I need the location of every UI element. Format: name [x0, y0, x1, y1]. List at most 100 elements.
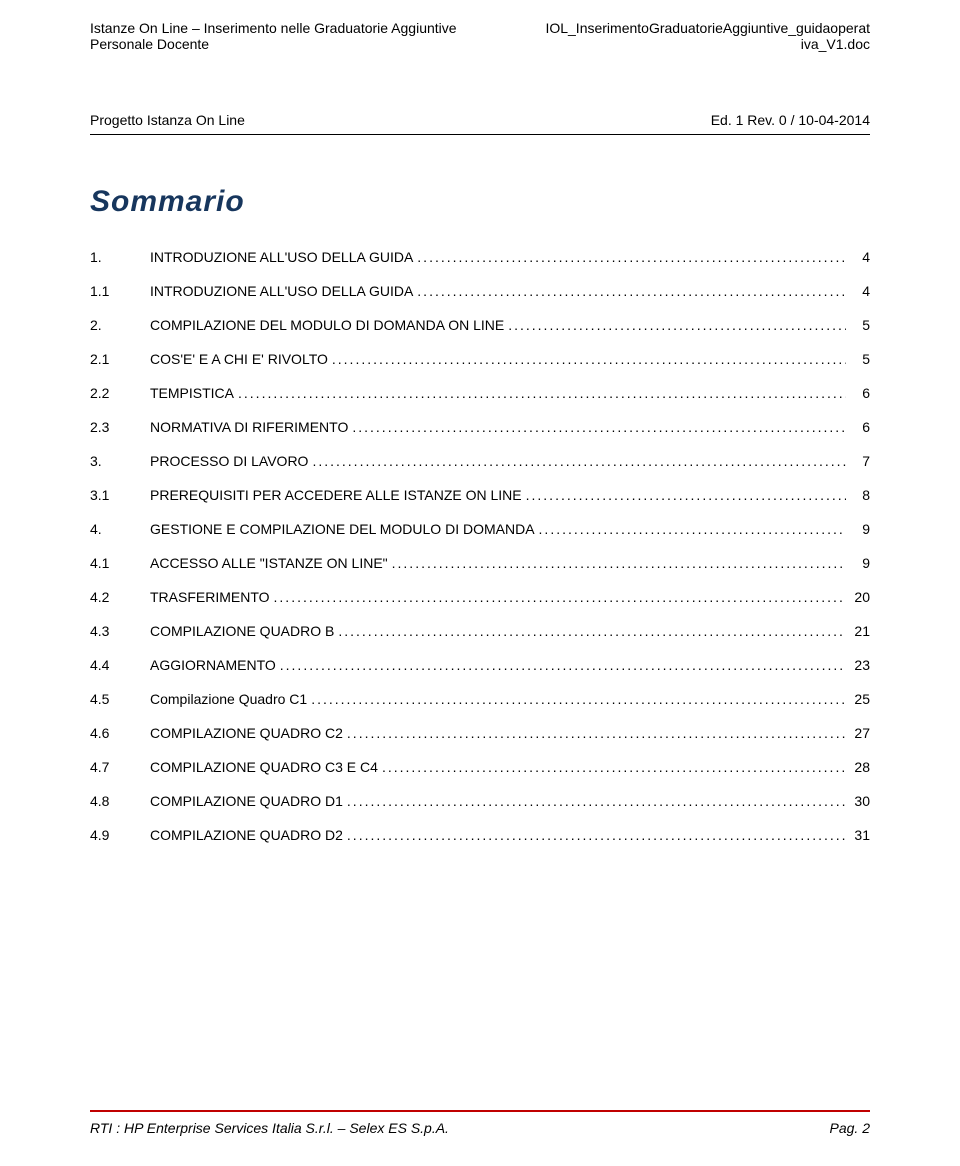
- toc-entry: 3.1PREREQUISITI PER ACCEDERE ALLE ISTANZ…: [90, 487, 870, 503]
- toc-page: 21: [850, 623, 870, 639]
- toc-label: TEMPISTICA: [150, 385, 234, 401]
- toc-page: 23: [850, 657, 870, 673]
- toc-entry: 1.INTRODUZIONE ALL'USO DELLA GUIDA 4: [90, 249, 870, 265]
- toc-number: 3.1: [90, 487, 150, 503]
- toc-page: 27: [850, 725, 870, 741]
- toc-label: NORMATIVA DI RIFERIMENTO: [150, 419, 348, 435]
- toc-page: 30: [850, 793, 870, 809]
- document-footer: RTI : HP Enterprise Services Italia S.r.…: [90, 1110, 870, 1136]
- toc-dots: [508, 317, 846, 333]
- project-row: Progetto Istanza On Line Ed. 1 Rev. 0 / …: [90, 112, 870, 128]
- toc-label: COMPILAZIONE QUADRO B: [150, 623, 334, 639]
- header-right-line1: IOL_InserimentoGraduatorieAggiuntive_gui…: [545, 20, 870, 36]
- toc-dots: [526, 487, 846, 503]
- toc-label: AGGIORNAMENTO: [150, 657, 276, 673]
- toc-page: 5: [850, 351, 870, 367]
- toc-number: 2.3: [90, 419, 150, 435]
- toc-dots: [539, 521, 846, 537]
- toc-number: 1.: [90, 249, 150, 265]
- toc-label: INTRODUZIONE ALL'USO DELLA GUIDA: [150, 249, 413, 265]
- toc-number: 4.4: [90, 657, 150, 673]
- toc-label: COMPILAZIONE QUADRO C2: [150, 725, 343, 741]
- toc-entry: 4.9COMPILAZIONE QUADRO D2 31: [90, 827, 870, 843]
- toc-label: COMPILAZIONE QUADRO D2: [150, 827, 343, 843]
- footer-divider: [90, 1110, 870, 1112]
- toc-entry: 4.5Compilazione Quadro C125: [90, 691, 870, 707]
- toc-entry: 2.1COS'E' E A CHI E' RIVOLTO 5: [90, 351, 870, 367]
- toc-dots: [238, 385, 846, 401]
- project-name: Progetto Istanza On Line: [90, 112, 245, 128]
- toc-entry: 2.COMPILAZIONE DEL MODULO DI DOMANDA ON …: [90, 317, 870, 333]
- toc-number: 4.6: [90, 725, 150, 741]
- toc-dots: [338, 623, 846, 639]
- toc-entry: 2.2TEMPISTICA6: [90, 385, 870, 401]
- toc-page: 28: [850, 759, 870, 775]
- toc-label: ACCESSO ALLE "ISTANZE ON LINE": [150, 555, 388, 571]
- toc-page: 9: [850, 521, 870, 537]
- toc-label: Compilazione Quadro C1: [150, 691, 307, 707]
- toc-page: 8: [850, 487, 870, 503]
- toc-entry: 4.3COMPILAZIONE QUADRO B 21: [90, 623, 870, 639]
- header-left: Istanze On Line – Inserimento nelle Grad…: [90, 20, 457, 52]
- toc-number: 1.1: [90, 283, 150, 299]
- toc-entry: 4.GESTIONE E COMPILAZIONE DEL MODULO DI …: [90, 521, 870, 537]
- header-left-line2: Personale Docente: [90, 36, 457, 52]
- toc-number: 4.8: [90, 793, 150, 809]
- header-right-line2: iva_V1.doc: [545, 36, 870, 52]
- toc-dots: [332, 351, 846, 367]
- footer-left: RTI : HP Enterprise Services Italia S.r.…: [90, 1120, 449, 1136]
- toc-number: 4.3: [90, 623, 150, 639]
- header-left-line1: Istanze On Line – Inserimento nelle Grad…: [90, 20, 457, 36]
- toc-entry: 4.8COMPILAZIONE QUADRO D1 30: [90, 793, 870, 809]
- toc-dots: [347, 793, 846, 809]
- toc-page: 6: [850, 419, 870, 435]
- toc-entry: 4.2TRASFERIMENTO 20: [90, 589, 870, 605]
- toc-label: PREREQUISITI PER ACCEDERE ALLE ISTANZE O…: [150, 487, 522, 503]
- toc-entry: 4.6COMPILAZIONE QUADRO C2 27: [90, 725, 870, 741]
- toc-dots: [274, 589, 846, 605]
- toc-number: 2.: [90, 317, 150, 333]
- toc-page: 6: [850, 385, 870, 401]
- toc-label: COMPILAZIONE QUADRO C3 E C4: [150, 759, 378, 775]
- toc-dots: [352, 419, 846, 435]
- toc-page: 7: [850, 453, 870, 469]
- toc-entry: 3.PROCESSO DI LAVORO 7: [90, 453, 870, 469]
- toc-label: TRASFERIMENTO: [150, 589, 270, 605]
- toc-dots: [311, 691, 846, 707]
- toc-number: 4.9: [90, 827, 150, 843]
- toc-entry: 4.7COMPILAZIONE QUADRO C3 E C4 28: [90, 759, 870, 775]
- toc-page: 20: [850, 589, 870, 605]
- toc-entry: 4.1ACCESSO ALLE "ISTANZE ON LINE" 9: [90, 555, 870, 571]
- toc-number: 4.: [90, 521, 150, 537]
- toc-label: GESTIONE E COMPILAZIONE DEL MODULO DI DO…: [150, 521, 535, 537]
- toc-entry: 2.3NORMATIVA DI RIFERIMENTO 6: [90, 419, 870, 435]
- document-header: Istanze On Line – Inserimento nelle Grad…: [90, 20, 870, 52]
- toc-label: INTRODUZIONE ALL'USO DELLA GUIDA: [150, 283, 413, 299]
- toc-number: 4.1: [90, 555, 150, 571]
- toc-entry: 1.1INTRODUZIONE ALL'USO DELLA GUIDA4: [90, 283, 870, 299]
- footer-page: Pag. 2: [830, 1120, 870, 1136]
- toc-page: 4: [850, 249, 870, 265]
- toc-label: COS'E' E A CHI E' RIVOLTO: [150, 351, 328, 367]
- footer-row: RTI : HP Enterprise Services Italia S.r.…: [90, 1120, 870, 1136]
- toc-page: 9: [850, 555, 870, 571]
- toc-dots: [392, 555, 846, 571]
- toc-number: 3.: [90, 453, 150, 469]
- toc-dots: [417, 283, 846, 299]
- edition-date: Ed. 1 Rev. 0 / 10-04-2014: [711, 112, 870, 128]
- toc-dots: [382, 759, 846, 775]
- toc-label: PROCESSO DI LAVORO: [150, 453, 308, 469]
- toc-number: 4.5: [90, 691, 150, 707]
- toc-dots: [280, 657, 846, 673]
- toc-page: 31: [850, 827, 870, 843]
- header-divider: [90, 134, 870, 135]
- toc-number: 4.7: [90, 759, 150, 775]
- toc-number: 4.2: [90, 589, 150, 605]
- toc-dots: [347, 827, 846, 843]
- toc-label: COMPILAZIONE QUADRO D1: [150, 793, 343, 809]
- toc-dots: [312, 453, 846, 469]
- toc-number: 2.1: [90, 351, 150, 367]
- table-of-contents: 1.INTRODUZIONE ALL'USO DELLA GUIDA41.1IN…: [90, 249, 870, 843]
- header-right: IOL_InserimentoGraduatorieAggiuntive_gui…: [545, 20, 870, 52]
- toc-page: 5: [850, 317, 870, 333]
